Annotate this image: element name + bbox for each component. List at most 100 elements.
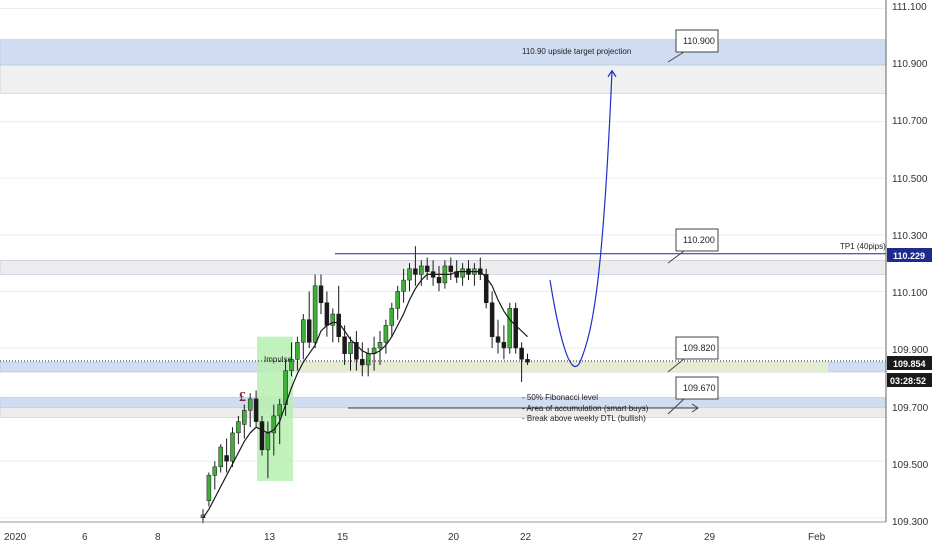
- fib-zone: [295, 362, 828, 373]
- candle-body: [289, 359, 294, 371]
- candle-body: [242, 409, 247, 425]
- candle-body: [401, 279, 406, 292]
- target-annotation: 110.90 upside target projection: [522, 47, 631, 56]
- callout-109820: 109.820: [667, 336, 719, 373]
- y-tick-label: 110.500: [892, 174, 928, 185]
- candle-body: [271, 415, 277, 434]
- candle-body: [212, 466, 218, 476]
- price-label-current-tp: 110.229: [887, 248, 932, 262]
- candle-body: [501, 342, 507, 349]
- candle-body: [312, 285, 318, 343]
- x-tick-label: 6: [82, 532, 88, 543]
- zone-band: [0, 407, 887, 418]
- candle-body: [247, 398, 253, 411]
- callout-text: 110.200: [683, 235, 715, 245]
- candle-body: [236, 421, 241, 434]
- candles: [200, 246, 530, 524]
- candle-body: [424, 265, 430, 272]
- candle-body: [407, 268, 412, 281]
- x-tick-label: 29: [704, 532, 716, 543]
- candle-body: [342, 336, 347, 354]
- x-tick-label: Feb: [808, 532, 826, 543]
- candle-body: [389, 308, 395, 326]
- y-tick-label: 109.300: [892, 517, 929, 528]
- candle-body: [365, 353, 371, 366]
- impulse-zone: [257, 336, 293, 481]
- candle-body: [218, 446, 223, 468]
- candle-body: [419, 265, 424, 275]
- price-label-text: 110.229: [893, 251, 925, 261]
- candle-body: [460, 268, 465, 278]
- candle-body: [277, 404, 282, 417]
- zone-band: [0, 39, 887, 66]
- moving-average: [202, 271, 528, 519]
- zone-band: [0, 64, 887, 94]
- y-tick-label: 111.100: [892, 2, 927, 13]
- candle-body: [295, 342, 300, 360]
- x-tick-label: 8: [155, 532, 161, 543]
- candle-body: [318, 285, 324, 303]
- callout-109670: 109.670: [667, 376, 719, 415]
- dtl-arrow: [691, 403, 699, 413]
- callout-text: 109.820: [683, 343, 716, 353]
- price-label-last: 109.854: [887, 356, 932, 370]
- candle-body: [519, 347, 524, 360]
- candle-body: [206, 475, 212, 502]
- annotation-accumulation: - Area of accumulation (smart buys): [522, 404, 649, 413]
- candle-body: [330, 313, 336, 326]
- price-label-timer: 03:28:52: [887, 373, 932, 387]
- x-tick-label: 20: [448, 532, 460, 543]
- y-tick-label: 110.100: [892, 288, 928, 299]
- candle-body: [306, 319, 312, 343]
- annotation-dtl: - Break above weekly DTL (bullish): [522, 414, 646, 423]
- y-tick-label: 109.500: [892, 460, 929, 471]
- candle-body: [495, 336, 501, 343]
- annotation-fib: - 50% Fibonacci level: [522, 393, 598, 402]
- candle-body: [301, 319, 306, 343]
- candle-body: [436, 277, 442, 284]
- candle-body: [383, 325, 389, 343]
- y-tick-label: 109.900: [892, 345, 929, 356]
- candle-body: [259, 421, 265, 451]
- projection-arrow: [607, 69, 617, 78]
- impulse-label: Impulse: [264, 355, 293, 364]
- candle-body: [324, 302, 330, 326]
- y-tick-label: 110.900: [892, 59, 928, 70]
- price-label-text: 03:28:52: [890, 376, 926, 386]
- x-tick-label: 15: [337, 532, 349, 543]
- candle-body: [448, 265, 454, 272]
- candle-body: [377, 342, 383, 349]
- candle-body: [253, 398, 259, 422]
- callout-110200: 110.200: [667, 228, 719, 264]
- candle-body: [507, 308, 513, 349]
- pound-marker: £: [239, 390, 246, 405]
- y-tick-label: 110.700: [892, 116, 928, 127]
- candle-body: [230, 432, 235, 462]
- callout-text: 109.670: [683, 383, 716, 393]
- candle-body: [360, 359, 365, 366]
- candle-body: [348, 342, 353, 354]
- candle-body: [413, 268, 418, 275]
- candle-body: [265, 432, 271, 451]
- candle-body: [224, 455, 229, 462]
- overlays: [0, 69, 886, 413]
- y-tick-label: 110.300: [892, 231, 928, 242]
- x-tick-label: 2020: [4, 532, 27, 543]
- x-tick-label: 22: [520, 532, 532, 543]
- candle-body: [513, 308, 518, 349]
- candle-body: [483, 274, 489, 303]
- projection-path: [549, 70, 613, 368]
- x-tick-label: 27: [632, 532, 644, 543]
- price-label-text: 109.854: [893, 359, 926, 369]
- callout-110900: 110.900: [667, 29, 719, 63]
- candle-body: [395, 291, 400, 309]
- zone-band: [0, 397, 887, 408]
- y-tick-label: 109.700: [892, 403, 929, 414]
- candle-body: [489, 302, 495, 337]
- candle-body: [354, 342, 359, 360]
- tp1-label: TP1 (40pips): [840, 242, 886, 251]
- x-tick-label: 13: [264, 532, 276, 543]
- callout-text: 110.900: [683, 36, 715, 46]
- ma-line: [202, 271, 528, 519]
